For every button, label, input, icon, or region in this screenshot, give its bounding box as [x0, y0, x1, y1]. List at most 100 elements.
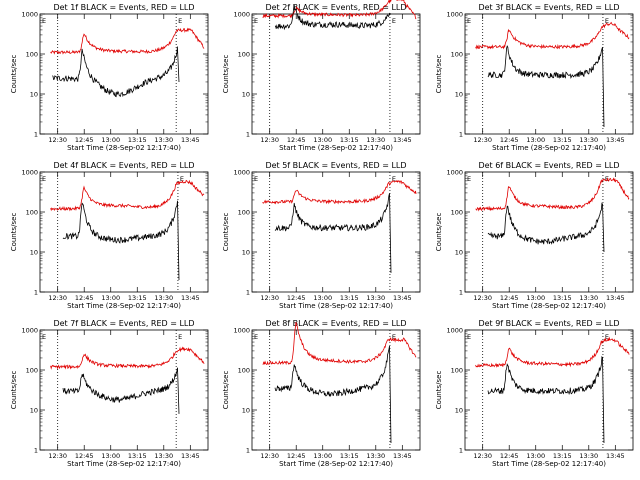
- plot-frame: [251, 171, 421, 293]
- events-series-line: [274, 4, 392, 31]
- x-axis-label: Start Time (28-Sep-02 12:17:40): [279, 302, 393, 310]
- y-tick-label: 1: [34, 289, 38, 297]
- corner-marker: E: [178, 17, 182, 25]
- x-tick-label: 12:45: [287, 294, 306, 302]
- y-tick-label: 1: [246, 131, 250, 139]
- x-tick-label: 13:00: [101, 136, 120, 144]
- y-tick-label: 1: [34, 447, 38, 455]
- detector-panel: Det 5f BLACK = Events, RED = LLD 1 10 100 10…: [222, 161, 421, 310]
- lld-series-line: [475, 336, 630, 368]
- lld-series-line: [262, 0, 417, 20]
- panel-title: Det 7f BLACK = Events, RED = LLD: [53, 319, 194, 328]
- plot-frame: [251, 329, 421, 451]
- events-series-line: [487, 202, 605, 253]
- x-tick-label: 12:30: [260, 294, 279, 302]
- x-tick-label: 13:15: [128, 452, 147, 460]
- x-axis-label: Start Time (28-Sep-02 12:17:40): [67, 302, 181, 310]
- x-tick-label: 13:15: [128, 136, 147, 144]
- x-tick-label: 12:30: [48, 294, 67, 302]
- x-tick-label: 13:45: [393, 452, 412, 460]
- detector-panel: Det 7f BLACK = Events, RED = LLD 1 10 100 10…: [10, 319, 209, 468]
- y-tick-label: 100: [451, 367, 463, 375]
- y-tick-label: 10: [30, 249, 38, 257]
- x-tick-label: 12:30: [473, 294, 492, 302]
- x-tick-label: 13:00: [313, 452, 332, 460]
- y-axis-label: Counts/sec: [10, 55, 18, 94]
- x-tick-label: 13:30: [579, 294, 598, 302]
- y-tick-label: 1000: [21, 169, 38, 177]
- panel-title: Det 1f BLACK = Events, RED = LLD: [53, 3, 194, 12]
- x-tick-label: 12:30: [260, 136, 279, 144]
- y-tick-label: 1: [246, 447, 250, 455]
- x-tick-label: 12:45: [500, 452, 519, 460]
- x-tick-label: 13:30: [579, 136, 598, 144]
- y-tick-label: 10: [30, 91, 38, 99]
- y-axis-label: Counts/sec: [222, 55, 230, 94]
- x-tick-label: 13:45: [181, 136, 200, 144]
- y-tick-label: 100: [451, 209, 463, 217]
- x-tick-label: 13:15: [553, 452, 572, 460]
- x-tick-label: 13:00: [526, 452, 545, 460]
- panel-title: Det 9f BLACK = Events, RED = LLD: [478, 319, 619, 328]
- panel-title: Det 4f BLACK = Events, RED = LLD: [53, 161, 194, 170]
- y-tick-label: 1000: [233, 327, 250, 335]
- x-tick-label: 12:45: [500, 136, 519, 144]
- x-axis-label: Start Time (28-Sep-02 12:17:40): [492, 460, 606, 468]
- x-tick-label: 13:00: [101, 294, 120, 302]
- x-tick-label: 12:45: [287, 136, 306, 144]
- y-tick-label: 10: [455, 249, 463, 257]
- y-tick-label: 1000: [21, 11, 38, 19]
- y-tick-label: 100: [238, 209, 250, 217]
- detector-panel: Det 2f BLACK = Events, RED = LLD 1 10 100 10…: [222, 0, 421, 152]
- lld-series-line: [50, 179, 205, 212]
- detector-panel: Det 9f BLACK = Events, RED = LLD 1 10 100 10…: [435, 319, 634, 468]
- x-tick-label: 13:00: [526, 136, 545, 144]
- x-tick-label: 13:30: [154, 294, 173, 302]
- lld-series-line: [50, 346, 205, 370]
- x-tick-label: 12:30: [473, 136, 492, 144]
- y-tick-label: 1000: [233, 11, 250, 19]
- x-tick-label: 12:30: [260, 452, 279, 460]
- x-tick-label: 13:45: [393, 136, 412, 144]
- y-tick-label: 1: [459, 289, 463, 297]
- x-axis-label: Start Time (28-Sep-02 12:17:40): [492, 144, 606, 152]
- y-tick-label: 10: [242, 407, 250, 415]
- corner-marker: E: [178, 333, 182, 341]
- panel-title: Det 5f BLACK = Events, RED = LLD: [265, 161, 406, 170]
- y-tick-label: 1: [34, 131, 38, 139]
- x-tick-label: 13:30: [366, 136, 385, 144]
- y-tick-label: 100: [26, 367, 38, 375]
- events-series-line: [52, 46, 180, 98]
- lld-series-line: [262, 321, 417, 366]
- x-tick-label: 13:00: [313, 136, 332, 144]
- y-tick-label: 100: [26, 209, 38, 217]
- events-series-line: [274, 193, 392, 273]
- corner-marker: E: [467, 17, 471, 25]
- corner-marker: E: [392, 17, 396, 25]
- lld-series-line: [262, 179, 417, 205]
- x-tick-label: 12:45: [75, 136, 94, 144]
- detector-panel: Det 8f BLACK = Events, RED = LLD 1 10 100 10…: [222, 319, 421, 468]
- detector-panel: Det 4f BLACK = Events, RED = LLD 1 10 100 10…: [10, 161, 209, 310]
- x-tick-label: 13:30: [366, 294, 385, 302]
- y-tick-label: 1000: [233, 169, 250, 177]
- y-axis-label: Counts/sec: [435, 55, 443, 94]
- x-tick-label: 12:30: [473, 452, 492, 460]
- detector-panel: Det 1f BLACK = Events, RED = LLD 1 10 100 10…: [10, 3, 209, 152]
- corner-marker: E: [467, 175, 471, 183]
- x-tick-label: 13:30: [154, 452, 173, 460]
- x-tick-label: 13:15: [553, 136, 572, 144]
- corner-marker: E: [254, 175, 258, 183]
- events-series-line: [487, 355, 605, 444]
- lld-series-line: [50, 27, 205, 55]
- corner-marker: E: [392, 333, 396, 341]
- lld-series-line: [475, 21, 630, 50]
- x-tick-label: 12:30: [48, 452, 67, 460]
- y-tick-label: 1: [459, 447, 463, 455]
- x-tick-label: 12:45: [287, 452, 306, 460]
- y-axis-label: Counts/sec: [435, 371, 443, 410]
- x-tick-label: 13:15: [340, 452, 359, 460]
- x-tick-label: 13:00: [101, 452, 120, 460]
- x-axis-label: Start Time (28-Sep-02 12:17:40): [279, 144, 393, 152]
- x-tick-label: 13:15: [340, 294, 359, 302]
